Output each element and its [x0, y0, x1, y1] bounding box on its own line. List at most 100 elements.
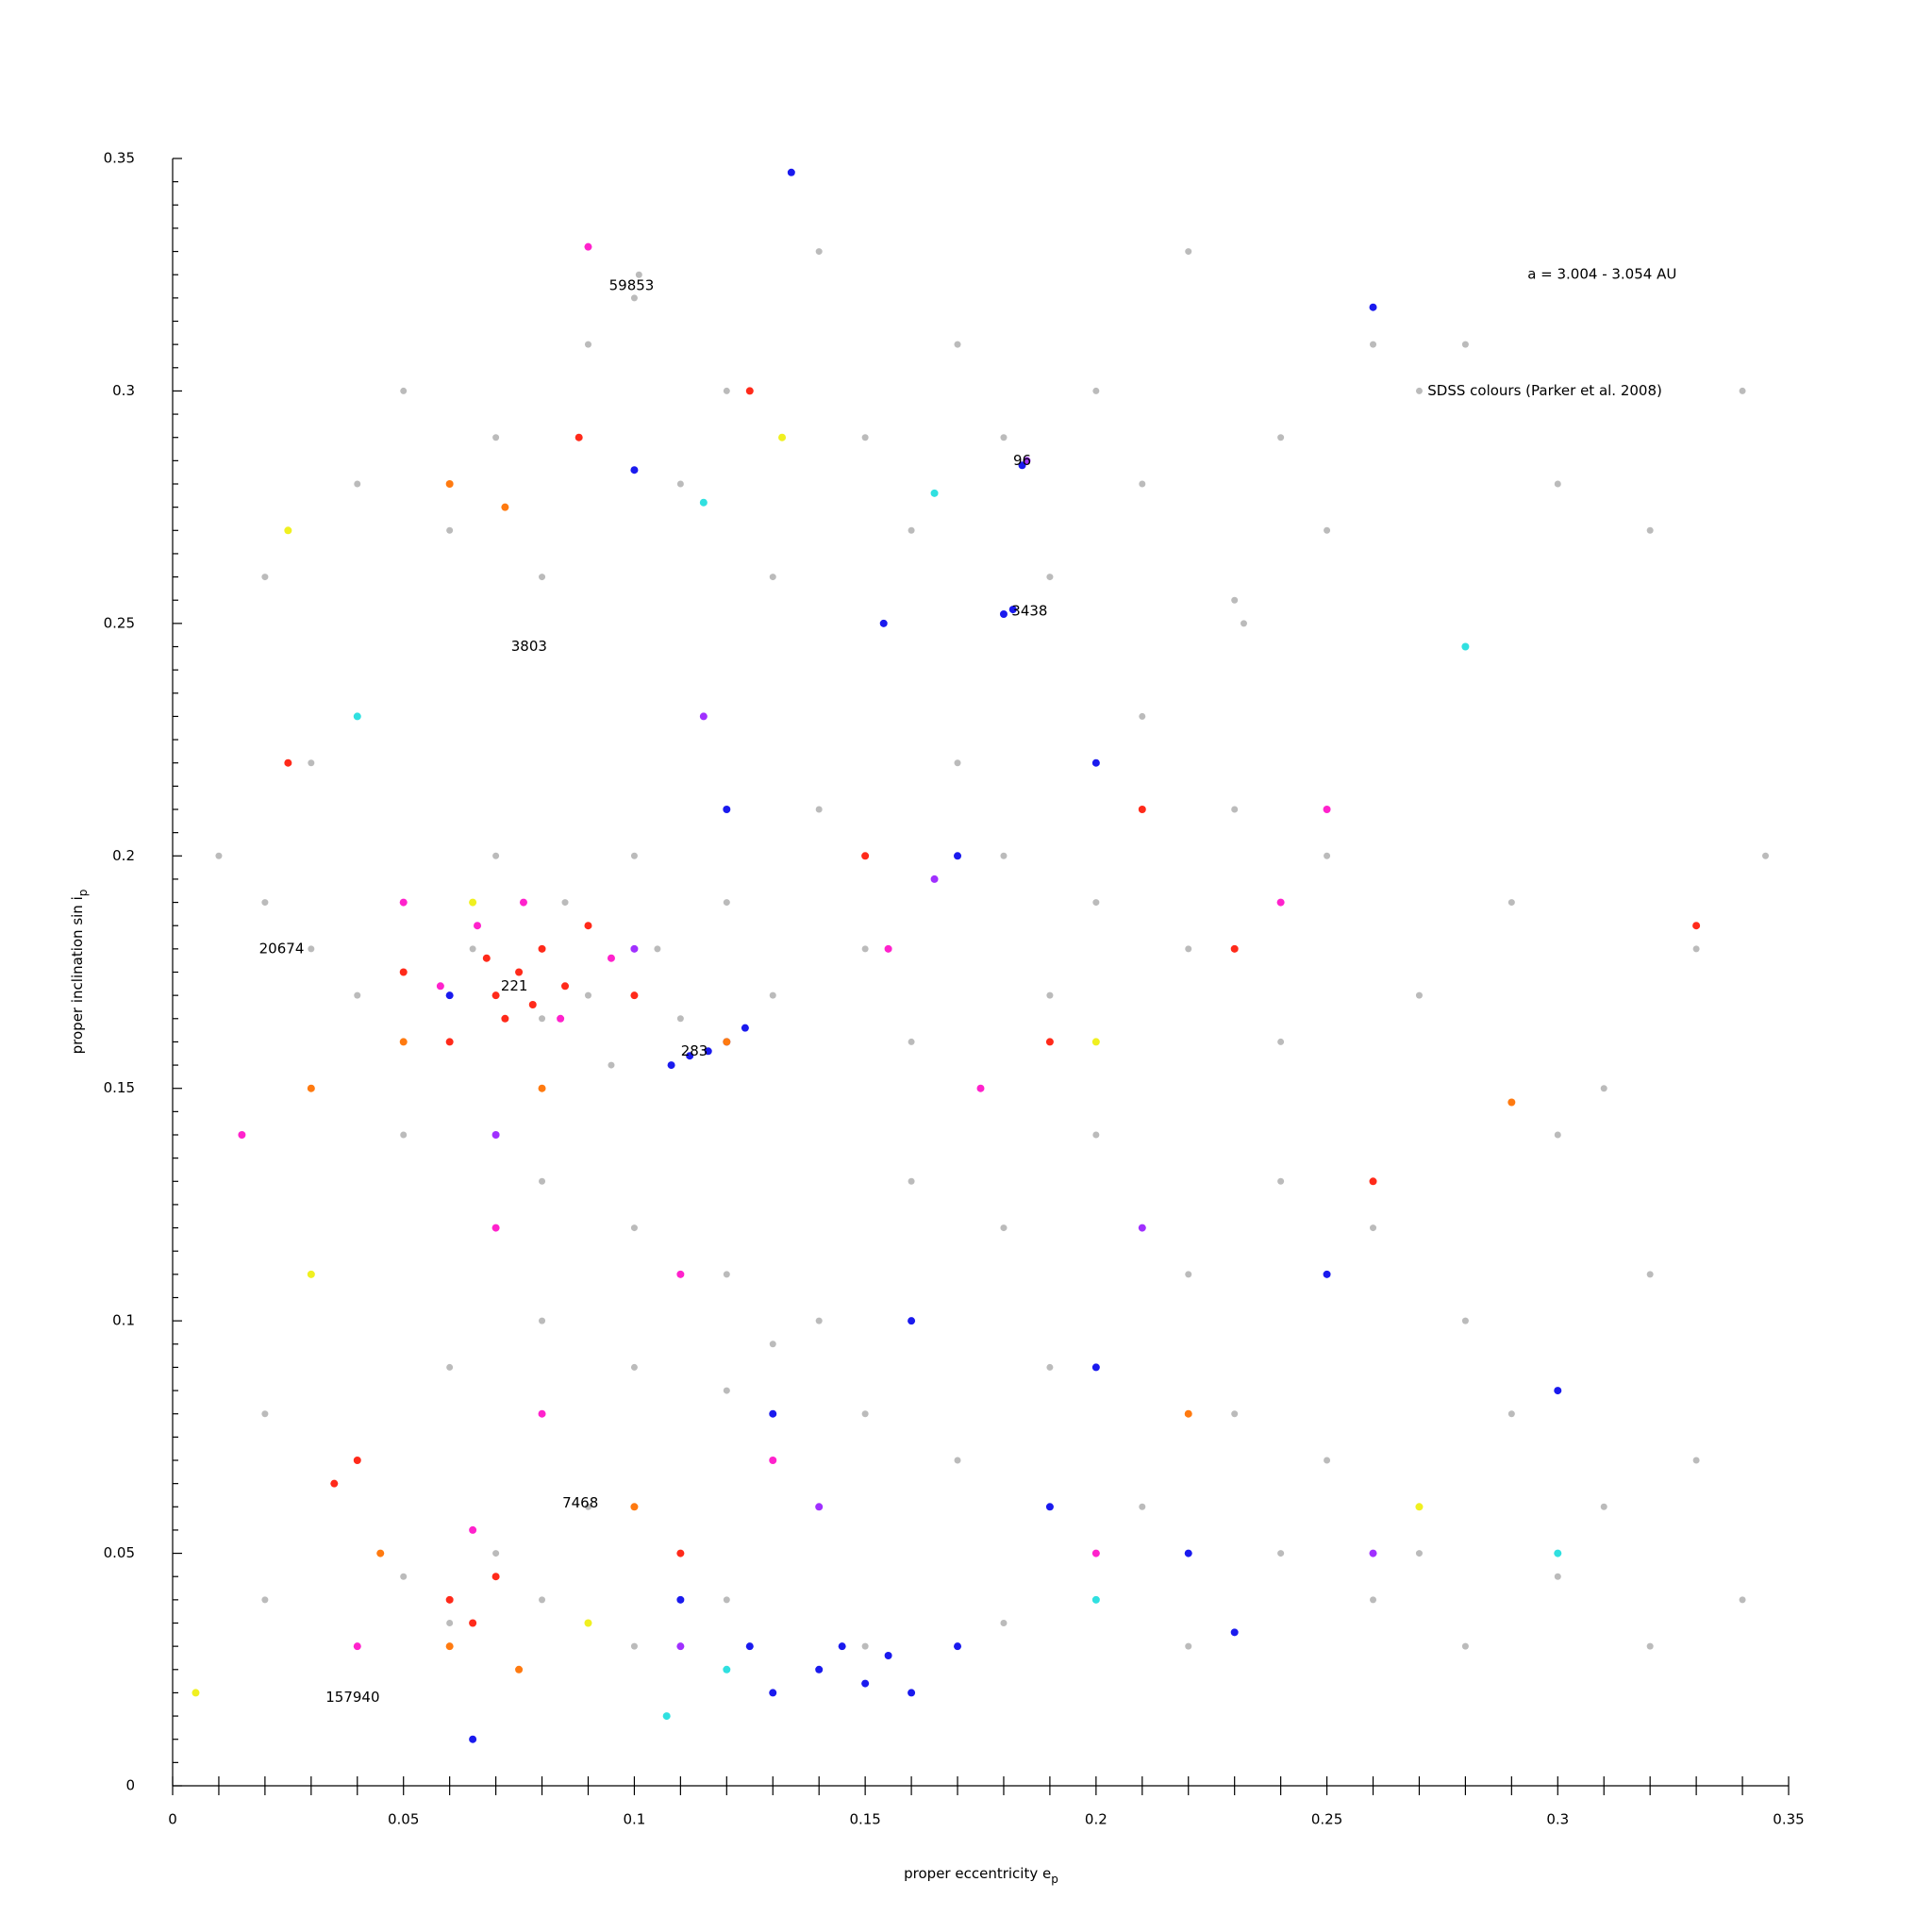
- point: [908, 1689, 916, 1697]
- point: [884, 1652, 892, 1659]
- point: [584, 1619, 592, 1627]
- point: [445, 991, 454, 1000]
- point: [908, 1038, 915, 1045]
- annotation: 20674: [259, 940, 305, 957]
- point: [1370, 1596, 1377, 1604]
- point: [1277, 1177, 1285, 1185]
- point: [584, 341, 591, 348]
- annotation: 3438: [1011, 603, 1047, 620]
- point: [630, 1363, 638, 1371]
- point: [1277, 434, 1285, 441]
- point: [307, 1084, 315, 1092]
- point: [999, 610, 1008, 618]
- y-tick-label: 0.05: [104, 1544, 135, 1561]
- x-tick-label: 0.2: [1085, 1811, 1108, 1828]
- point: [469, 1735, 477, 1743]
- point: [1139, 480, 1146, 488]
- point: [400, 1573, 408, 1580]
- point: [723, 1271, 730, 1278]
- point: [908, 526, 915, 534]
- point: [778, 433, 787, 441]
- point: [787, 168, 795, 176]
- point: [1184, 1409, 1192, 1418]
- point: [399, 1038, 408, 1046]
- point: [630, 1503, 639, 1511]
- annotation: 221: [501, 977, 528, 994]
- point: [1415, 1503, 1424, 1511]
- point: [704, 1047, 712, 1056]
- point: [1739, 387, 1746, 394]
- point: [1600, 1503, 1607, 1510]
- point: [538, 1084, 546, 1092]
- point: [908, 1177, 915, 1185]
- y-tick-label: 0.15: [104, 1079, 135, 1096]
- x-tick-label: 0.1: [623, 1811, 645, 1828]
- annotation: 59853: [609, 277, 655, 294]
- point: [1018, 461, 1026, 470]
- point: [1369, 1177, 1377, 1186]
- point: [630, 294, 638, 302]
- point: [1324, 1457, 1331, 1464]
- point: [723, 1038, 731, 1046]
- point: [446, 1620, 454, 1626]
- point: [861, 945, 869, 953]
- point: [676, 480, 684, 488]
- point: [584, 922, 592, 930]
- point: [584, 991, 591, 999]
- point: [1277, 1038, 1285, 1045]
- point: [1000, 434, 1008, 441]
- x-tick-label: 0.15: [849, 1811, 880, 1828]
- point: [1415, 1550, 1423, 1557]
- point: [699, 712, 708, 721]
- point: [192, 1689, 200, 1697]
- point: [1370, 341, 1377, 348]
- point: [446, 526, 454, 534]
- point: [308, 945, 315, 953]
- point: [492, 1550, 500, 1557]
- point: [1230, 1628, 1239, 1637]
- point: [1646, 526, 1654, 534]
- point: [445, 1642, 454, 1651]
- point: [1184, 1549, 1192, 1557]
- y-axis-label-sub: p: [76, 890, 90, 897]
- point: [539, 1596, 546, 1604]
- point: [630, 1224, 638, 1232]
- x-axis-label-text: proper eccentricity e: [904, 1865, 1051, 1882]
- point: [1008, 606, 1017, 614]
- point: [491, 1224, 500, 1232]
- point: [353, 1457, 361, 1464]
- annotation: 3803: [511, 638, 547, 655]
- annotation: 7468: [562, 1494, 598, 1511]
- point: [723, 1387, 730, 1394]
- point: [699, 498, 708, 507]
- point: [584, 1503, 591, 1510]
- point: [1139, 1503, 1146, 1510]
- point: [838, 1642, 846, 1651]
- point: [1324, 526, 1331, 534]
- point: [1461, 642, 1470, 651]
- point: [1185, 248, 1192, 256]
- point: [1507, 899, 1515, 907]
- point: [519, 898, 527, 907]
- point: [1369, 1549, 1377, 1557]
- point: [469, 1525, 477, 1534]
- point: [538, 944, 546, 953]
- point: [667, 1061, 675, 1070]
- point: [769, 1457, 777, 1464]
- annotation: 283: [681, 1042, 708, 1059]
- point: [607, 954, 615, 962]
- point: [307, 1270, 315, 1278]
- annotation: 157940: [325, 1689, 379, 1706]
- point: [1230, 944, 1239, 953]
- point: [399, 898, 408, 907]
- point: [1415, 387, 1423, 394]
- point: [635, 271, 642, 278]
- point: [491, 1573, 500, 1581]
- point: [1000, 1224, 1008, 1232]
- point: [575, 433, 583, 441]
- point: [861, 1642, 869, 1650]
- point: [676, 1015, 684, 1023]
- point: [630, 466, 639, 475]
